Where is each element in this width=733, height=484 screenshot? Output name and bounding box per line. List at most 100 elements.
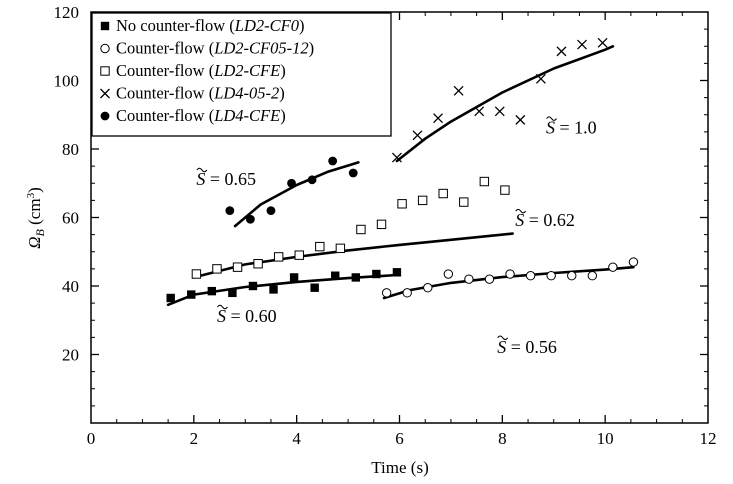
data-point bbox=[608, 262, 618, 272]
x-tick-label: 12 bbox=[700, 429, 717, 448]
annotation-value: = 0.56 bbox=[506, 337, 557, 357]
data-point bbox=[273, 252, 284, 262]
x-axis-label: Time (s) bbox=[371, 458, 428, 477]
annotation-label: S = 0.60 bbox=[217, 306, 277, 326]
data-point bbox=[289, 273, 299, 282]
x-tick-label: 8 bbox=[498, 429, 507, 448]
data-point bbox=[294, 250, 304, 260]
data-point bbox=[556, 46, 567, 57]
annotation-symbol: S bbox=[515, 210, 524, 230]
data-point bbox=[402, 288, 412, 298]
legend-label-prefix: Counter-flow ( bbox=[116, 106, 214, 125]
annotation-value: = 1.0 bbox=[555, 118, 597, 138]
similarity-annotation: S = 0.60 bbox=[217, 304, 277, 326]
legend-label: Counter-flow (LD4-05-2) bbox=[116, 84, 285, 103]
legend-item: Counter-flow (LD4-CFE) bbox=[100, 106, 286, 125]
data-point bbox=[577, 39, 587, 50]
data-point bbox=[474, 106, 485, 117]
annotation-label: S = 0.56 bbox=[497, 337, 557, 357]
data-point bbox=[381, 288, 392, 298]
legend-marker bbox=[100, 88, 110, 99]
data-point bbox=[479, 176, 490, 187]
data-point bbox=[525, 271, 536, 281]
x-tick-label: 4 bbox=[292, 429, 301, 448]
data-point bbox=[597, 37, 608, 48]
legend-item: Counter-flow (LD4-05-2) bbox=[100, 84, 285, 103]
tilde-mark bbox=[546, 116, 557, 121]
data-point bbox=[372, 269, 381, 279]
fit-line bbox=[233, 161, 360, 228]
legend-marker bbox=[100, 111, 110, 121]
legend-label-prefix: Counter-flow ( bbox=[116, 39, 214, 58]
data-point bbox=[397, 199, 407, 209]
annotation-symbol: S bbox=[196, 169, 205, 189]
data-point bbox=[191, 269, 202, 279]
legend-item: Counter-flow (LD2-CF05-12) bbox=[100, 39, 315, 58]
data-point bbox=[248, 281, 258, 291]
data-point bbox=[266, 206, 276, 216]
y-tick-label: 100 bbox=[54, 72, 80, 91]
legend-label-suffix: ) bbox=[299, 16, 305, 35]
annotation-label: S = 1.0 bbox=[546, 118, 597, 138]
legend-label-code: LD2-CFE bbox=[213, 61, 280, 80]
tilde-mark bbox=[217, 304, 228, 310]
data-point bbox=[443, 269, 454, 279]
similarity-annotation: S = 0.65 bbox=[196, 167, 256, 189]
legend-label: Counter-flow (LD2-CFE) bbox=[116, 61, 286, 80]
legend-marker bbox=[100, 66, 110, 76]
data-point bbox=[500, 185, 510, 195]
legend-marker bbox=[100, 43, 110, 54]
data-point bbox=[307, 175, 317, 185]
data-point bbox=[245, 214, 255, 224]
data-point bbox=[166, 293, 175, 303]
x-tick-label: 2 bbox=[190, 429, 199, 448]
y-tick-label: 60 bbox=[62, 209, 79, 228]
legend-label-suffix: ) bbox=[280, 61, 286, 80]
annotation-label: S = 0.62 bbox=[515, 210, 575, 230]
fit-line bbox=[395, 45, 615, 163]
data-point bbox=[212, 264, 222, 274]
legend-label: Counter-flow (LD4-CFE) bbox=[116, 106, 286, 125]
similarity-annotation: S = 1.0 bbox=[546, 116, 597, 138]
annotation-symbol: S bbox=[217, 306, 226, 326]
data-point bbox=[269, 285, 278, 294]
data-point bbox=[433, 113, 444, 124]
annotation-symbol: S bbox=[546, 118, 555, 138]
data-point bbox=[351, 273, 360, 282]
annotation-value: = 0.65 bbox=[205, 169, 256, 189]
data-point bbox=[376, 219, 387, 230]
legend-label-suffix: ) bbox=[280, 106, 286, 125]
data-point bbox=[567, 271, 577, 281]
y-tick-label: 120 bbox=[54, 3, 80, 22]
data-point bbox=[505, 269, 515, 279]
x-tick-label: 0 bbox=[87, 429, 96, 448]
legend-label-suffix: ) bbox=[309, 39, 315, 58]
data-point bbox=[438, 188, 448, 199]
data-point bbox=[287, 178, 296, 188]
y-tick-label: 80 bbox=[62, 140, 79, 159]
y-tick-label: 40 bbox=[62, 277, 79, 296]
legend-label-code: LD4-CFE bbox=[213, 106, 280, 125]
data-point bbox=[484, 274, 495, 284]
data-point bbox=[228, 288, 237, 298]
y-tick-label: 20 bbox=[62, 346, 79, 365]
data-point bbox=[535, 73, 546, 84]
data-point bbox=[315, 241, 325, 252]
legend: No counter-flow (LD2-CF0)Counter-flow (L… bbox=[91, 12, 392, 137]
annotations: S = 0.65S = 1.0S = 0.62S = 0.60S = 0.56 bbox=[196, 116, 597, 357]
legend-item: No counter-flow (LD2-CF0) bbox=[100, 16, 304, 35]
legend-label-prefix: No counter-flow ( bbox=[116, 16, 235, 35]
annotation-label: S = 0.65 bbox=[196, 169, 256, 189]
annotation-value: = 0.62 bbox=[524, 210, 575, 230]
legend-label: No counter-flow (LD2-CF0) bbox=[116, 16, 304, 35]
data-point bbox=[335, 243, 346, 254]
data-points bbox=[166, 37, 639, 303]
data-point bbox=[494, 106, 505, 117]
data-point bbox=[423, 283, 433, 293]
legend-label-suffix: ) bbox=[279, 84, 285, 103]
data-point bbox=[392, 268, 402, 277]
data-point bbox=[453, 85, 464, 96]
data-point bbox=[628, 257, 639, 267]
axes: 0 2 4 6 8 10 12 20 40 60 80 100 120 bbox=[54, 3, 717, 448]
